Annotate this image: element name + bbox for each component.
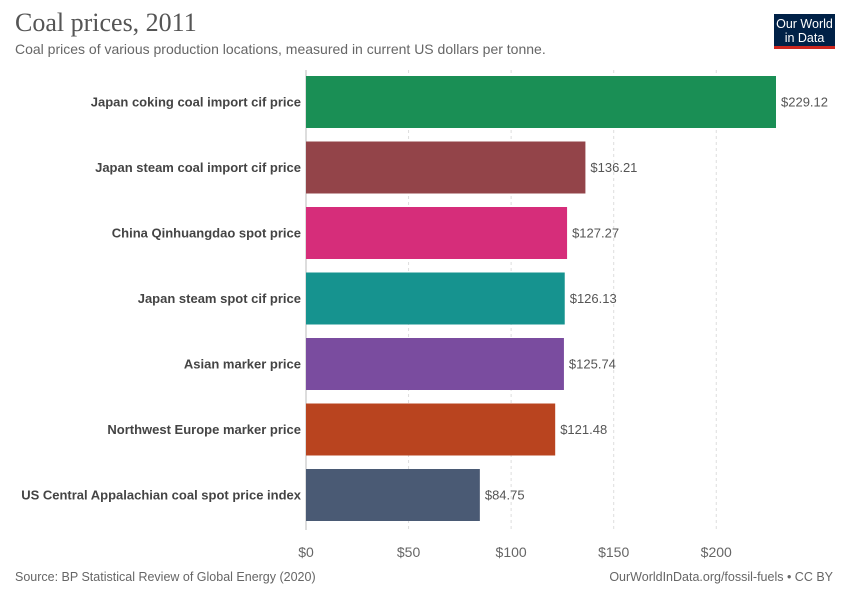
- value-label: $136.21: [590, 160, 637, 175]
- category-label: Northwest Europe marker price: [107, 422, 301, 437]
- value-label: $229.12: [781, 95, 828, 110]
- value-label: $127.27: [572, 226, 619, 241]
- x-tick-label: $50: [397, 544, 421, 560]
- category-label: US Central Appalachian coal spot price i…: [21, 488, 302, 503]
- x-tick-label: $100: [496, 544, 527, 560]
- value-label: $121.48: [560, 422, 607, 437]
- source-note: Source: BP Statistical Review of Global …: [15, 570, 316, 584]
- category-label: China Qinhuangdao spot price: [112, 226, 301, 241]
- bar[interactable]: [306, 141, 586, 194]
- x-axis-ticks: $0 $50 $100 $150 $200: [298, 544, 732, 560]
- value-labels: $229.12 $136.21 $127.27 $126.13 $125.74 $121.…: [485, 95, 828, 503]
- value-label: $126.13: [570, 291, 617, 306]
- chart-title: Coal prices, 2011: [15, 8, 197, 37]
- category-label: Japan coking coal import cif price: [91, 95, 301, 110]
- bar[interactable]: [306, 207, 568, 259]
- chart-subtitle: Coal prices of various production locati…: [15, 41, 546, 57]
- x-tick-label: $200: [701, 544, 732, 560]
- credit-link[interactable]: OurWorldInData.org/fossil-fuels • CC BY: [609, 570, 833, 584]
- category-labels: Japan coking coal import cif price Japan …: [21, 95, 302, 503]
- logo-line-1: Our World: [776, 17, 833, 31]
- category-label: Asian marker price: [184, 357, 301, 372]
- bar[interactable]: [306, 469, 480, 521]
- bar[interactable]: [306, 403, 556, 456]
- owid-logo[interactable]: Our World in Data: [774, 14, 835, 49]
- bar[interactable]: [306, 272, 565, 325]
- bars: [306, 76, 776, 521]
- value-label: $84.75: [485, 488, 525, 503]
- bar[interactable]: [306, 76, 776, 128]
- category-label: Japan steam spot cif price: [138, 291, 301, 306]
- logo-line-2: in Data: [784, 31, 825, 45]
- x-tick-label: $0: [298, 544, 314, 560]
- value-label: $125.74: [569, 357, 616, 372]
- category-label: Japan steam coal import cif price: [95, 160, 301, 175]
- bar[interactable]: [306, 338, 564, 390]
- x-tick-label: $150: [598, 544, 629, 560]
